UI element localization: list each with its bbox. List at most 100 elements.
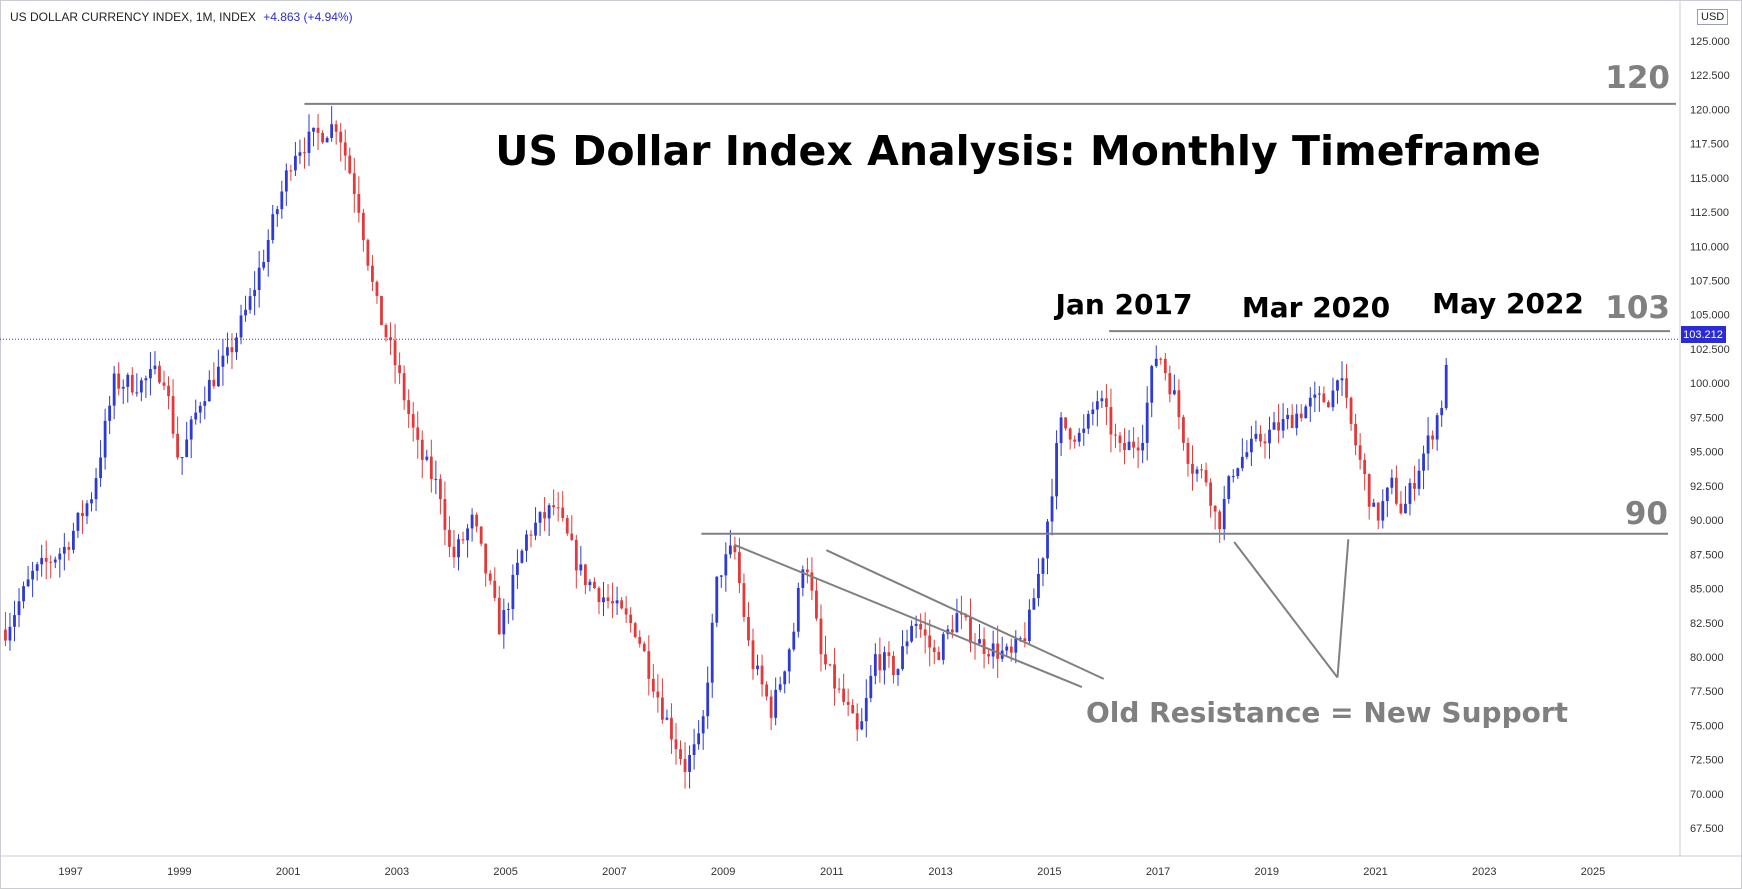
x-tick-label: 2003 bbox=[385, 866, 409, 878]
x-tick-label: 2015 bbox=[1037, 866, 1061, 878]
candle-body bbox=[1159, 358, 1163, 360]
candle-body bbox=[1263, 441, 1267, 444]
candles-layer bbox=[4, 106, 1448, 789]
candle-body bbox=[416, 427, 420, 440]
x-tick-label: 2025 bbox=[1581, 866, 1605, 878]
candle-body bbox=[905, 641, 909, 647]
candle-body bbox=[719, 575, 723, 577]
candle-body bbox=[1077, 432, 1081, 442]
candle-body bbox=[466, 528, 469, 541]
candle-body bbox=[44, 557, 48, 562]
y-tick-label: 117.500 bbox=[1690, 139, 1729, 151]
candle-body bbox=[851, 704, 855, 714]
candle-body bbox=[448, 529, 451, 547]
peak-label-may-2022: May 2022 bbox=[1432, 287, 1584, 320]
candle-body bbox=[244, 309, 247, 316]
candle-body bbox=[402, 373, 406, 401]
candle-body bbox=[62, 546, 66, 554]
candle-body bbox=[380, 295, 383, 326]
candle-body bbox=[1336, 380, 1339, 391]
x-tick-label: 1997 bbox=[58, 866, 82, 878]
y-tick-label: 125.000 bbox=[1690, 36, 1730, 48]
candle-body bbox=[1394, 477, 1398, 504]
candle-body bbox=[162, 382, 166, 386]
candle-body bbox=[819, 618, 823, 655]
candle-body bbox=[1313, 394, 1317, 398]
candle-body bbox=[99, 457, 102, 479]
candle-body bbox=[248, 296, 252, 310]
candle-body bbox=[574, 539, 578, 571]
candle-body bbox=[1426, 435, 1430, 454]
candle-body bbox=[941, 634, 945, 660]
candle-body bbox=[1413, 482, 1416, 489]
candle-body bbox=[978, 639, 981, 644]
candle-body bbox=[760, 665, 764, 685]
candle-body bbox=[1136, 447, 1140, 451]
levels-layer bbox=[0, 102, 1680, 535]
candle-body bbox=[235, 337, 238, 353]
candle-body bbox=[1027, 609, 1031, 642]
peak-label-mar-2020: Mar 2020 bbox=[1242, 291, 1390, 324]
x-tick-label: 2017 bbox=[1146, 866, 1170, 878]
candle-body bbox=[887, 652, 891, 656]
y-tick-label: 95.000 bbox=[1690, 447, 1724, 459]
candle-body bbox=[289, 170, 293, 172]
candle-body bbox=[873, 654, 877, 676]
candle-body bbox=[1249, 438, 1253, 453]
candle-body bbox=[697, 733, 701, 745]
y-tick-label: 87.500 bbox=[1690, 549, 1724, 561]
candle-body bbox=[561, 507, 565, 518]
candle-body bbox=[824, 654, 827, 665]
candle-body bbox=[679, 749, 682, 760]
candle-body bbox=[837, 688, 841, 690]
support-note: Old Resistance = New Support bbox=[1086, 696, 1568, 729]
x-tick-label: 2013 bbox=[928, 866, 952, 878]
candle-body bbox=[294, 155, 297, 171]
candle-body bbox=[602, 597, 605, 603]
x-tick-label: 2009 bbox=[711, 866, 735, 878]
candle-body bbox=[253, 289, 257, 297]
candle-body bbox=[167, 385, 170, 397]
candle-body bbox=[1290, 414, 1294, 429]
candle-body bbox=[1385, 487, 1389, 502]
candle-body bbox=[1322, 393, 1326, 403]
candle-body bbox=[275, 209, 279, 215]
y-tick-label: 70.000 bbox=[1690, 789, 1724, 801]
candle-body bbox=[1091, 409, 1095, 415]
candle-body bbox=[180, 457, 184, 459]
candle-body bbox=[516, 562, 519, 575]
candle-body bbox=[1295, 413, 1299, 429]
candle-body bbox=[620, 600, 624, 609]
candle-body bbox=[411, 414, 415, 428]
candle-body bbox=[434, 478, 438, 480]
candle-body bbox=[1141, 442, 1145, 451]
candle-body bbox=[343, 142, 347, 156]
candle-body bbox=[1372, 502, 1376, 507]
y-tick-label: 82.500 bbox=[1690, 618, 1724, 630]
candle-body bbox=[13, 615, 16, 627]
candle-body bbox=[547, 505, 551, 519]
candle-body bbox=[1281, 419, 1285, 431]
candle-body bbox=[1100, 398, 1104, 402]
candle-body bbox=[103, 420, 107, 458]
candle-body bbox=[393, 340, 397, 366]
candle-body bbox=[384, 325, 388, 338]
candle-body bbox=[1254, 433, 1258, 439]
candle-body bbox=[352, 173, 356, 195]
candle-body bbox=[670, 717, 673, 740]
candle-body bbox=[1304, 406, 1308, 419]
candle-body bbox=[185, 439, 189, 458]
candle-body bbox=[783, 671, 787, 685]
candle-body bbox=[1259, 433, 1262, 442]
candle-body bbox=[633, 623, 637, 637]
candle-body bbox=[1068, 428, 1072, 440]
currency-badge[interactable]: USD bbox=[1697, 9, 1729, 25]
candle-body bbox=[1417, 470, 1421, 489]
candle-body bbox=[457, 539, 460, 558]
candle-body bbox=[1354, 423, 1358, 446]
y-tick-label: 115.000 bbox=[1690, 173, 1729, 185]
candle-body bbox=[869, 675, 873, 699]
y-tick-label: 102.500 bbox=[1690, 344, 1730, 356]
candle-body bbox=[108, 405, 112, 421]
